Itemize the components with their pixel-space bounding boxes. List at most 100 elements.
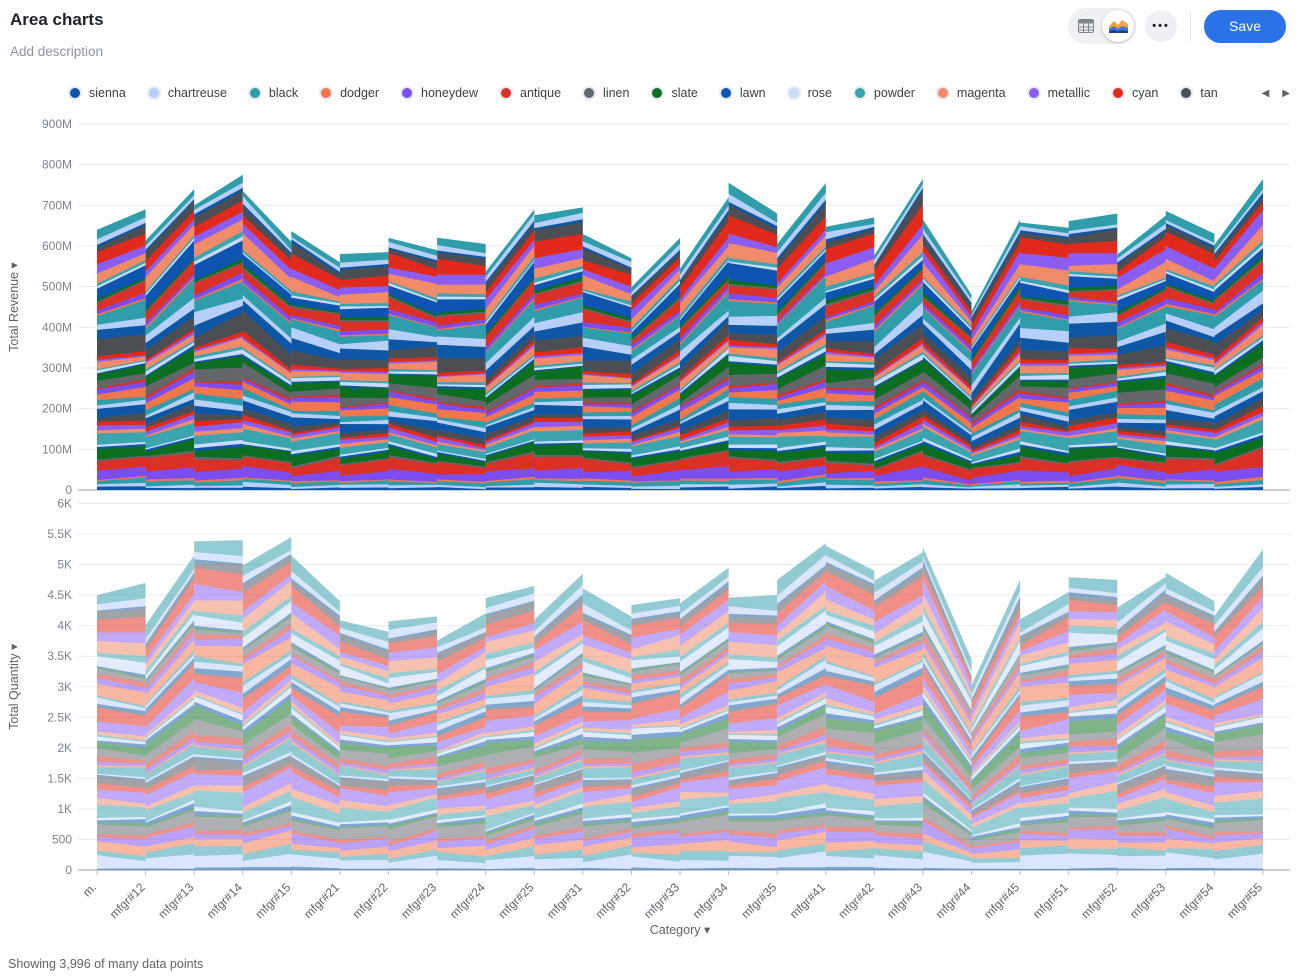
x-axis-tick-label: mfgr#45 [981,880,1022,921]
x-axis-tick-label: mfgr#22 [350,880,391,921]
legend-item-sienna[interactable]: sienna [68,86,126,100]
legend-swatch [852,86,867,100]
series-band [97,561,1263,712]
series-band [97,182,1263,318]
legend-swatch [718,86,733,100]
legend-item-metallic[interactable]: metallic [1026,86,1090,100]
x-axis-tick-label: mfgr#31 [544,880,585,921]
chart-view-button[interactable] [1102,10,1135,42]
area-chart-icon [1108,19,1128,33]
series-band [97,357,1263,424]
x-axis-tick-label: mfgr#44 [933,880,974,921]
series-band [97,405,1263,453]
x-axis-field-category[interactable]: Category ▾ [650,923,711,937]
series-band [97,580,1263,726]
legend-item-honeydew[interactable]: honeydew [400,86,478,100]
y-axis-tick-label: 900M [42,117,72,131]
y-axis-tick-label: 800M [42,158,72,172]
y-axis-tick-label: 500M [42,280,72,294]
y-axis-tick-label: 400M [42,320,72,334]
legend-item-chartreuse[interactable]: chartreuse [146,86,227,100]
y-axis-tick-label: 0 [65,863,72,877]
legend-item-slate[interactable]: slate [650,86,698,100]
table-view-button[interactable] [1070,10,1102,42]
legend-next-icon[interactable]: ▶ [1282,87,1290,99]
legend-item-powder[interactable]: powder [852,86,915,100]
quantity-stacked-areas [97,537,1263,870]
y-axis-field-revenue[interactable]: Total Revenue ▾ [7,261,21,351]
legend-swatch [1179,86,1194,100]
x-axis-tick-label: mfgr#14 [204,880,245,921]
y-axis-tick-label: 1K [57,802,72,816]
legend-item-black[interactable]: black [247,86,298,100]
x-axis-tick-label: mfgr#32 [592,880,633,921]
y-axis-tick-label: 700M [42,198,72,212]
legend-item-dodger[interactable]: dodger [319,86,379,100]
series-band [97,723,1263,801]
y-axis-tick-label: 500 [52,832,72,846]
save-button[interactable]: Save [1204,9,1286,43]
x-axis-tick-label: mfgr#33 [641,880,682,921]
legend-swatch [1110,86,1125,100]
y-axis-tick-label: 300M [42,361,72,375]
series-band [97,363,1263,425]
legend-swatch [650,86,665,100]
header-divider [1190,11,1192,41]
series-band [97,657,1263,762]
area-charts-canvas: 900M800M700M600M500M400M300M200M100M06K5… [7,117,1290,937]
y-axis-tick-label: 1.5K [47,771,72,785]
legend-swatch [935,86,950,100]
revenue-stacked-areas [97,174,1263,490]
series-band [97,324,1263,410]
x-axis-tick-label: mfgr#43 [884,880,925,921]
series-band [97,623,1263,741]
legend-swatch [319,86,334,100]
legend-item-rose[interactable]: rose [786,86,832,100]
legend-swatch [146,86,161,100]
y-axis-tick-label: 6K [57,497,72,511]
x-axis-tick-label: mfgr#51 [1030,880,1071,921]
series-band [97,679,1263,776]
series-band [97,555,1263,704]
y-axis-tick-label: 2.5K [47,710,72,724]
legend-item-lawn[interactable]: lawn [718,86,766,100]
description-placeholder[interactable]: Add description [10,44,104,59]
legend-prev-icon[interactable]: ◀ [1261,87,1270,99]
more-options-button[interactable]: ••• [1145,10,1178,42]
series-band [97,612,1263,734]
header-controls: ••• Save [1068,8,1286,44]
legend-label: antique [520,86,562,100]
series-band [97,573,1263,718]
footer-status: Showing 3,996 of many data points [8,957,204,971]
y-axis-tick-label: 5K [57,558,72,572]
legend-item-cyan[interactable]: cyan [1110,86,1158,100]
legend-item-linen[interactable]: linen [582,86,629,100]
series-band [97,672,1263,774]
x-axis-tick-label: mfgr#25 [495,880,536,921]
series-band [97,437,1263,470]
series-band [97,601,1263,733]
ellipsis-icon: ••• [1152,19,1170,32]
page-title[interactable]: Area charts [10,10,104,29]
x-axis-tick-label: mfgr#52 [1078,880,1119,921]
series-band [97,829,1263,859]
series-band [97,697,1263,790]
legend-swatch [247,86,262,100]
series-band [97,337,1263,415]
series-band [97,365,1263,428]
legend-item-magenta[interactable]: magenta [935,86,1006,100]
series-band [97,866,1263,870]
x-axis-tick-label: mfgr#15 [252,880,293,921]
series-band [97,653,1263,759]
y-axis-field-quantity[interactable]: Total Quantity ▾ [7,643,21,730]
x-axis-tick-label: mfgr#24 [447,880,488,921]
legend-item-tan[interactable]: tan [1179,86,1218,100]
view-toggle [1068,8,1137,44]
series-band [97,663,1263,768]
legend-label: slate [671,86,698,100]
y-axis-tick-label: 2K [57,741,72,755]
legend-item-antique[interactable]: antique [499,86,561,100]
x-axis-tick-label: mfgr#55 [1224,880,1265,921]
series-band [97,712,1263,797]
y-axis-tick-label: 5.5K [47,527,72,541]
